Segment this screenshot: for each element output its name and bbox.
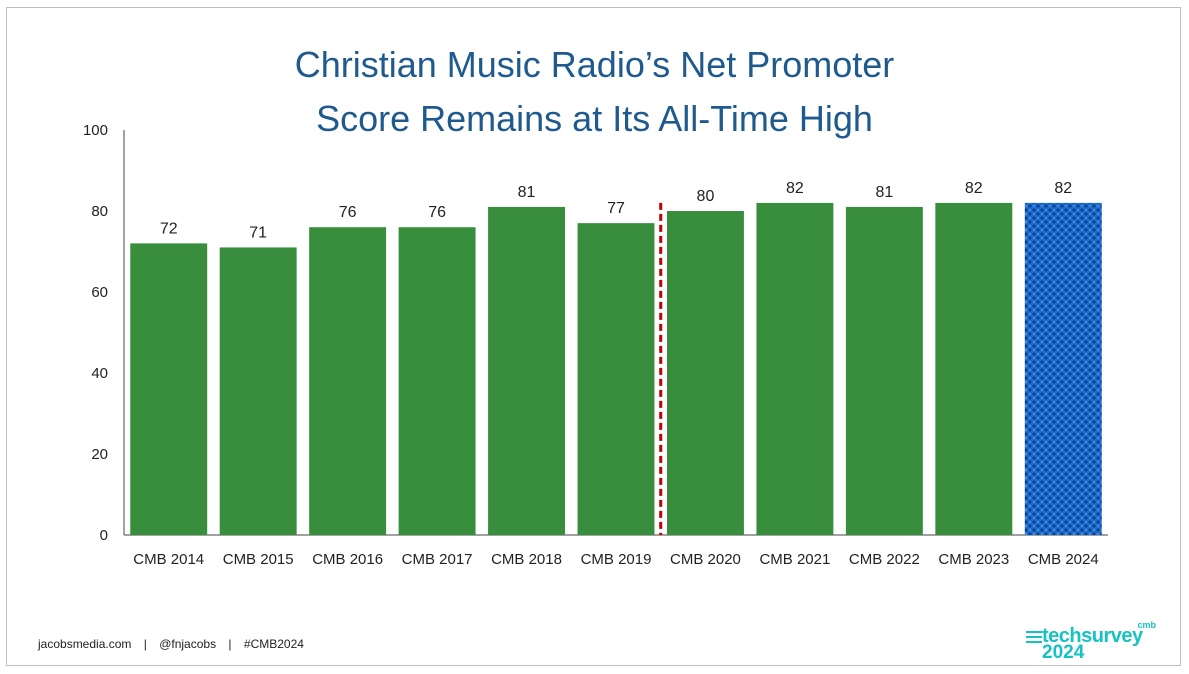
x-tick-label: CMB 2020 bbox=[670, 551, 741, 568]
x-tick-label: CMB 2015 bbox=[223, 551, 294, 568]
footer-separator: | bbox=[143, 637, 147, 651]
y-tick-label: 60 bbox=[91, 284, 108, 301]
bar bbox=[309, 227, 387, 535]
x-tick-label: CMB 2016 bbox=[312, 551, 383, 568]
logo-superscript: cmb bbox=[1137, 620, 1156, 630]
x-tick-label: CMB 2021 bbox=[759, 551, 830, 568]
techsurvey-logo: cmb techsurvey 2024 bbox=[1026, 620, 1176, 664]
bar bbox=[935, 202, 1013, 535]
bar bbox=[1024, 202, 1102, 535]
y-tick-label: 80 bbox=[91, 203, 108, 220]
y-tick-label: 0 bbox=[100, 527, 108, 544]
bar bbox=[130, 243, 208, 535]
bar bbox=[398, 227, 476, 535]
title-line-1: Christian Music Radio’s Net Promoter bbox=[294, 44, 895, 85]
footer-separator: | bbox=[228, 637, 232, 651]
bar bbox=[666, 211, 744, 535]
bar bbox=[219, 247, 297, 535]
x-tick-label: CMB 2022 bbox=[849, 551, 920, 568]
y-tick-label: 100 bbox=[83, 122, 108, 139]
x-tick-label: CMB 2019 bbox=[581, 551, 652, 568]
bar bbox=[756, 202, 834, 535]
footer-site: jacobsmedia.com bbox=[38, 637, 132, 651]
bar bbox=[845, 206, 923, 535]
data-label: 76 bbox=[428, 204, 446, 221]
logo-year: 2024 bbox=[1042, 642, 1085, 663]
x-tick-label: CMB 2018 bbox=[491, 551, 562, 568]
footer: jacobsmedia.com | @fnjacobs | #CMB2024 bbox=[38, 637, 313, 651]
bar bbox=[488, 206, 566, 535]
data-label: 82 bbox=[965, 180, 983, 197]
footer-handle: @fnjacobs bbox=[159, 637, 217, 651]
data-label: 82 bbox=[1054, 180, 1072, 197]
data-label: 71 bbox=[249, 224, 267, 241]
x-tick-label: CMB 2024 bbox=[1028, 551, 1099, 568]
bar bbox=[577, 223, 655, 535]
data-label: 81 bbox=[875, 184, 893, 201]
data-label: 81 bbox=[518, 184, 536, 201]
x-tick-label: CMB 2017 bbox=[402, 551, 473, 568]
y-tick-label: 20 bbox=[91, 446, 108, 463]
title-line-2: Score Remains at Its All-Time High bbox=[316, 98, 873, 139]
footer-hashtag: #CMB2024 bbox=[243, 637, 304, 651]
speed-lines-icon bbox=[1026, 631, 1042, 646]
y-tick-label: 40 bbox=[91, 365, 108, 382]
data-label: 80 bbox=[697, 188, 715, 205]
x-tick-label: CMB 2014 bbox=[133, 551, 204, 568]
data-label: 77 bbox=[607, 200, 625, 217]
logo-name: techsurvey bbox=[1042, 625, 1143, 647]
x-tick-label: CMB 2023 bbox=[938, 551, 1009, 568]
data-label: 82 bbox=[786, 180, 804, 197]
data-label: 72 bbox=[160, 220, 178, 237]
chart-title: Christian Music Radio’s Net Promoter Sco… bbox=[0, 38, 1189, 146]
data-label: 76 bbox=[339, 204, 357, 221]
